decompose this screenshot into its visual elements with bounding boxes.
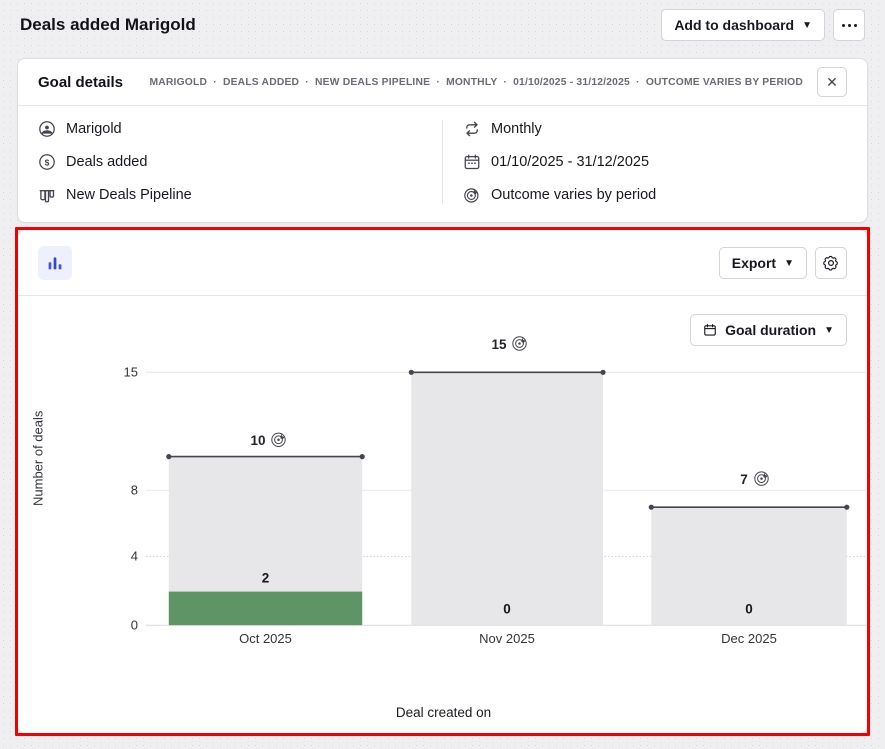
- svg-text:0: 0: [131, 617, 138, 632]
- svg-text:10: 10: [250, 433, 265, 448]
- svg-text:Dec 2025: Dec 2025: [721, 631, 777, 646]
- svg-text:7: 7: [740, 472, 748, 487]
- svg-text:8: 8: [131, 482, 138, 497]
- svg-text:4: 4: [131, 549, 138, 564]
- svg-text:0: 0: [503, 602, 511, 617]
- svg-text:15: 15: [491, 337, 507, 352]
- svg-text:Oct 2025: Oct 2025: [239, 631, 292, 646]
- svg-text:15: 15: [124, 365, 138, 380]
- svg-text:Nov 2025: Nov 2025: [479, 631, 535, 646]
- svg-text:$: $: [45, 157, 50, 167]
- svg-text:2: 2: [262, 571, 270, 586]
- svg-text:0: 0: [745, 602, 753, 617]
